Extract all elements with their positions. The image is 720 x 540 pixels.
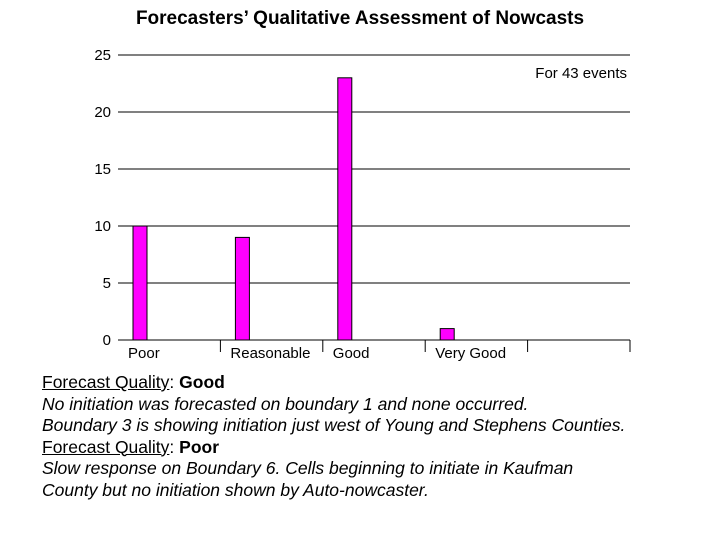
x-tick-label: Poor bbox=[128, 345, 160, 362]
bar-chart: 0 5 10 15 20 25 Poor Reasonable Good Very Good F… bbox=[94, 47, 631, 362]
heading-value: Poor bbox=[179, 436, 220, 457]
x-tick-labels: Poor Reasonable Good Very Good bbox=[128, 345, 506, 362]
x-tick-label: Very Good bbox=[435, 345, 506, 362]
bar bbox=[439, 328, 455, 341]
y-tick-label: 15 bbox=[94, 161, 111, 178]
y-tick-label: 10 bbox=[94, 218, 111, 235]
note-line: Slow response on Boundary 6. Cells begin… bbox=[42, 458, 574, 478]
x-tick-label: Reasonable bbox=[230, 345, 310, 362]
note-line: Boundary 3 is showing initiation just we… bbox=[42, 415, 626, 435]
y-tick-label: 0 bbox=[103, 332, 111, 349]
y-tick-labels: 0 5 10 15 20 25 bbox=[94, 47, 111, 349]
gridlines bbox=[118, 54, 631, 352]
heading-colon: : bbox=[169, 436, 180, 457]
y-tick-label: 25 bbox=[94, 47, 111, 64]
bar bbox=[132, 225, 148, 341]
heading-label: Forecast Quality bbox=[42, 372, 170, 392]
note-line: No initiation was forecasted on boundary… bbox=[42, 393, 529, 414]
note-line: County but no initiation shown by Auto-n… bbox=[42, 479, 429, 500]
heading-value: Good bbox=[179, 372, 225, 392]
bars bbox=[132, 77, 455, 341]
y-tick-label: 5 bbox=[103, 275, 111, 292]
chart-title: Forecasters’ Qualitative Assessment of N… bbox=[135, 8, 585, 29]
forecast-notes: Forecast Quality: Good No initiation was… bbox=[42, 372, 718, 501]
y-tick-label: 20 bbox=[94, 104, 111, 121]
note-heading-2: Forecast Quality: Poor bbox=[42, 437, 718, 459]
bar bbox=[337, 77, 353, 341]
note-heading-1: Forecast Quality: Good bbox=[42, 372, 718, 394]
x-tick-label: Good bbox=[333, 345, 370, 362]
bar bbox=[234, 236, 250, 341]
heading-label: Forecast Quality bbox=[42, 436, 170, 457]
heading-colon: : bbox=[169, 372, 180, 392]
chart-annotation: For 43 events bbox=[535, 65, 627, 82]
